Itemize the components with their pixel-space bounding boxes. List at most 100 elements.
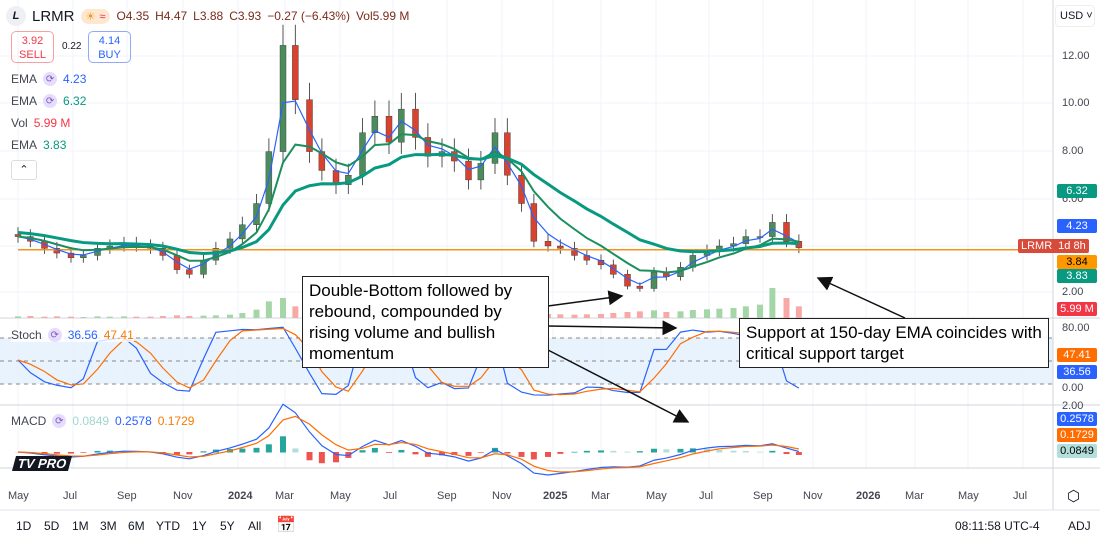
candle — [412, 108, 419, 138]
macd-histogram-bar — [292, 448, 299, 453]
candle — [306, 99, 313, 152]
legend-ema-slow[interactable]: EMA ⟳ 6.32 — [11, 94, 86, 108]
macd-histogram-bar — [253, 447, 260, 453]
candle — [318, 151, 326, 171]
adj-toggle[interactable]: ADJ — [1068, 519, 1091, 533]
candle — [292, 45, 299, 100]
range-1m[interactable]: 1M — [72, 519, 89, 533]
volume-bar — [704, 309, 710, 318]
time-tick: 2026 — [856, 490, 881, 502]
time-tick: May — [330, 490, 351, 502]
legend-volume[interactable]: Vol 5.99 M — [11, 116, 70, 130]
volume-bar — [742, 306, 749, 318]
macd-histogram-bar — [783, 452, 790, 455]
volume-tag: 5.99 M — [1057, 302, 1097, 316]
time-tick: Mar — [275, 490, 294, 502]
volume-bar — [636, 311, 643, 318]
legend-name: EMA — [11, 72, 38, 86]
legend-value: 5.99 M — [33, 116, 71, 130]
annotation-support: Support at 150-day EMA coincides with cr… — [739, 318, 1049, 368]
range-1d[interactable]: 1D — [16, 519, 32, 533]
ohlc-volume: Vol5.99 M — [355, 9, 410, 23]
stoch-d-tag: 47.41 — [1057, 348, 1097, 362]
symbol-name[interactable]: LRMR — [32, 7, 75, 25]
collapse-legend-button[interactable]: ⌃ — [11, 160, 37, 180]
macd-histogram-bar — [769, 450, 776, 453]
macd-histogram-bar — [530, 452, 537, 460]
legend-ema-fast[interactable]: EMA ⟳ 4.23 — [11, 72, 86, 86]
tag-symbol: LRMR — [1021, 240, 1053, 252]
volume-bar — [53, 316, 60, 318]
time-tick: Jul — [699, 490, 714, 502]
calendar-icon[interactable]: 📅 — [276, 517, 296, 534]
ema-mid-line — [17, 133, 800, 274]
range-5d[interactable]: 5D — [44, 519, 60, 533]
currency-select[interactable]: USD ˅ — [1055, 5, 1095, 27]
tradingview-logo: TV PRO — [11, 456, 73, 471]
settings-icon[interactable]: ⬡ — [1067, 488, 1081, 505]
candle — [544, 241, 552, 247]
ohlc-close: C3.93 — [229, 9, 262, 23]
ema-mid-tag: 3.83 — [1057, 269, 1097, 283]
range-ytd[interactable]: YTD — [156, 519, 180, 533]
time-tick: Nov — [803, 490, 823, 502]
macd-histogram-bar — [651, 448, 657, 453]
time-tick: Nov — [173, 490, 193, 502]
macd-signal-line — [17, 415, 799, 473]
range-all[interactable]: All — [248, 519, 262, 533]
refresh-icon[interactable]: ⟳ — [43, 94, 58, 108]
candle — [465, 160, 472, 181]
macd-histogram-bar — [477, 452, 484, 453]
candle — [279, 45, 287, 152]
macd-tag: 0.2578 — [1057, 412, 1097, 426]
volume-bar — [121, 316, 127, 318]
buy-button[interactable]: 4.14 BUY — [88, 31, 131, 63]
refresh-icon[interactable]: ⟳ — [47, 328, 62, 342]
macd-histogram-bar — [504, 452, 511, 454]
volume-bar — [174, 315, 180, 318]
volume-bar — [200, 315, 207, 318]
refresh-icon[interactable]: ⟳ — [52, 414, 67, 428]
range-3m[interactable]: 3M — [100, 519, 117, 533]
volume-bar — [147, 316, 154, 318]
stoch-legend[interactable]: Stoch ⟳ 36.56 47.41 — [11, 328, 134, 342]
refresh-icon[interactable]: ⟳ — [43, 72, 58, 86]
price-tick: 2.00 — [1062, 286, 1084, 298]
volume-bar — [783, 298, 790, 318]
sell-button[interactable]: 3.92 SELL — [11, 31, 54, 63]
time-tick: Jul — [383, 490, 398, 502]
time-tick: Sep — [117, 490, 137, 502]
clock[interactable]: 08:11:58 UTC-4 — [955, 519, 1040, 533]
range-1y[interactable]: 1Y — [192, 519, 207, 533]
macd-histogram-bar — [68, 452, 74, 454]
candle — [80, 255, 87, 259]
legend-ema-mid[interactable]: EMA 3.83 — [11, 138, 66, 152]
macd-histogram-bar — [598, 450, 604, 453]
range-6m[interactable]: 6M — [128, 519, 145, 533]
range-5y[interactable]: 5Y — [220, 519, 235, 533]
macd-legend[interactable]: MACD ⟳ 0.0849 0.2578 0.1729 — [11, 414, 194, 428]
macd-histogram-bar — [424, 452, 431, 457]
ohlc-low: L3.88 — [193, 9, 224, 23]
price-tick: 8.00 — [1062, 145, 1084, 157]
annotation-arrow — [547, 290, 624, 307]
legend-value: 4.23 — [63, 72, 87, 86]
spread: 0.22 — [62, 41, 82, 52]
time-tick: 2024 — [228, 490, 253, 502]
legend-name: EMA — [11, 138, 38, 152]
candle — [398, 108, 405, 143]
macd-histogram-bar — [412, 452, 419, 455]
candle — [371, 115, 379, 133]
candle — [610, 264, 617, 275]
macd-histogram-bar — [306, 452, 313, 461]
macd-histogram-bar — [571, 451, 578, 453]
macd-histogram-bar — [583, 450, 590, 453]
macd-histogram-bar — [677, 448, 684, 453]
candle — [186, 269, 193, 275]
candle — [571, 248, 578, 256]
macd-histogram-bar — [80, 452, 87, 453]
time-tick: Jul — [63, 490, 78, 502]
candle — [253, 203, 260, 225]
volume-bar — [663, 312, 670, 318]
